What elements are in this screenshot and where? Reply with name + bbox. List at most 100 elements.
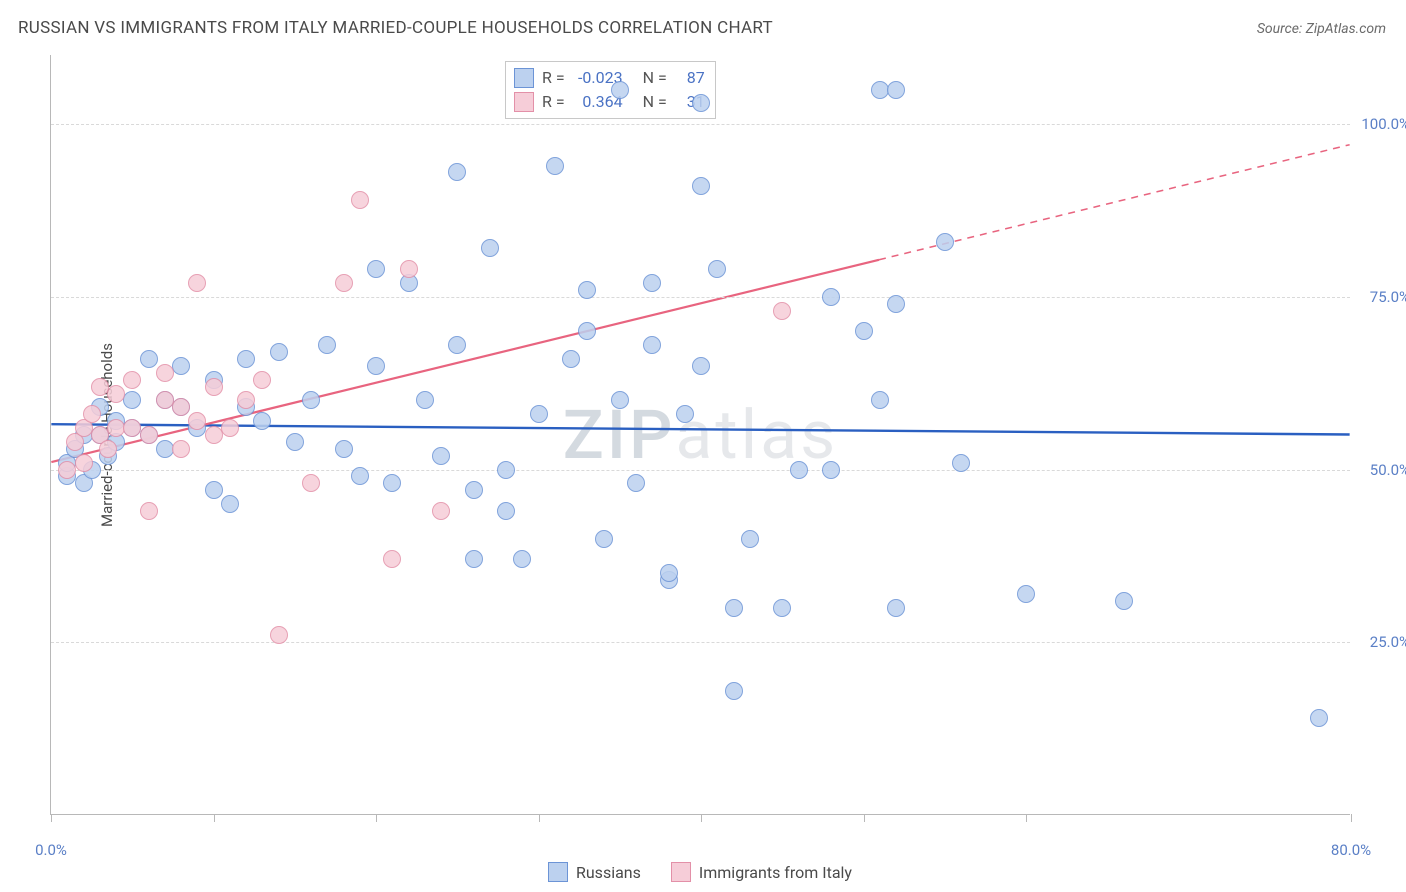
data-point-russians <box>465 550 483 568</box>
data-point-italy <box>432 502 450 520</box>
bottom-legend: Russians Immigrants from Italy <box>50 862 1350 882</box>
data-point-russians <box>887 81 905 99</box>
x-tick <box>539 814 540 822</box>
data-point-italy <box>172 398 190 416</box>
data-point-russians <box>660 564 678 582</box>
data-point-russians <box>725 682 743 700</box>
x-tick <box>214 814 215 822</box>
data-point-italy <box>107 385 125 403</box>
data-point-russians <box>741 530 759 548</box>
data-point-russians <box>692 177 710 195</box>
data-point-russians <box>367 357 385 375</box>
data-point-russians <box>692 94 710 112</box>
data-point-russians <box>432 447 450 465</box>
data-point-italy <box>221 419 239 437</box>
data-point-italy <box>400 260 418 278</box>
legend-item-italy: Immigrants from Italy <box>671 862 852 882</box>
data-point-italy <box>75 454 93 472</box>
x-tick <box>701 814 702 822</box>
n-label: N = <box>643 66 667 90</box>
data-point-italy <box>270 626 288 644</box>
legend-label-russians: Russians <box>576 863 641 882</box>
data-point-russians <box>578 322 596 340</box>
watermark-atlas: atlas <box>675 395 838 475</box>
y-tick-label: 50.0% <box>1355 461 1406 479</box>
data-point-russians <box>643 274 661 292</box>
r-label: R = <box>542 66 565 90</box>
gridline <box>51 124 1350 125</box>
x-tick <box>51 814 52 822</box>
x-tick-label: 0.0% <box>35 841 67 859</box>
data-point-italy <box>172 440 190 458</box>
y-tick-label: 25.0% <box>1355 633 1406 651</box>
data-point-russians <box>692 357 710 375</box>
data-point-russians <box>708 260 726 278</box>
x-tick <box>376 814 377 822</box>
data-point-russians <box>822 288 840 306</box>
data-point-russians <box>513 550 531 568</box>
stats-row-russians: R = -0.023 N = 87 <box>514 66 705 90</box>
data-point-russians <box>725 599 743 617</box>
plot-area: ZIPatlas R = -0.023 N = 87 R = 0.364 N =… <box>50 55 1350 815</box>
swatch-russians <box>514 68 534 88</box>
data-point-russians <box>351 467 369 485</box>
data-point-russians <box>822 461 840 479</box>
data-point-russians <box>595 530 613 548</box>
data-point-russians <box>172 357 190 375</box>
data-point-russians <box>611 81 629 99</box>
data-point-russians <box>871 391 889 409</box>
data-point-russians <box>270 343 288 361</box>
data-point-russians <box>790 461 808 479</box>
data-point-russians <box>497 502 515 520</box>
data-point-italy <box>123 371 141 389</box>
trend-lines-layer <box>51 55 1350 814</box>
data-point-italy <box>140 502 158 520</box>
data-point-russians <box>952 454 970 472</box>
data-point-russians <box>887 295 905 313</box>
gridline <box>51 470 1350 471</box>
data-point-russians <box>627 474 645 492</box>
data-point-russians <box>936 233 954 251</box>
y-tick-label: 75.0% <box>1355 288 1406 306</box>
data-point-russians <box>335 440 353 458</box>
y-tick-label: 100.0% <box>1355 115 1406 133</box>
data-point-russians <box>530 405 548 423</box>
data-point-russians <box>302 391 320 409</box>
data-point-italy <box>773 302 791 320</box>
data-point-russians <box>643 336 661 354</box>
data-point-italy <box>140 426 158 444</box>
data-point-russians <box>205 481 223 499</box>
x-tick <box>1026 814 1027 822</box>
x-tick <box>864 814 865 822</box>
data-point-russians <box>481 239 499 257</box>
chart-container: RUSSIAN VS IMMIGRANTS FROM ITALY MARRIED… <box>0 0 1406 892</box>
data-point-italy <box>237 391 255 409</box>
r-label-2: R = <box>542 90 565 114</box>
data-point-russians <box>253 412 271 430</box>
x-tick <box>1351 814 1352 822</box>
data-point-russians <box>221 495 239 513</box>
data-point-russians <box>237 350 255 368</box>
data-point-russians <box>123 391 141 409</box>
data-point-italy <box>205 378 223 396</box>
data-point-italy <box>383 550 401 568</box>
data-point-russians <box>887 599 905 617</box>
data-point-russians <box>562 350 580 368</box>
data-point-russians <box>416 391 434 409</box>
data-point-russians <box>383 474 401 492</box>
data-point-russians <box>318 336 336 354</box>
data-point-russians <box>773 599 791 617</box>
data-point-italy <box>302 474 320 492</box>
data-point-russians <box>578 281 596 299</box>
data-point-russians <box>855 322 873 340</box>
data-point-russians <box>286 433 304 451</box>
legend-swatch-russians <box>548 862 568 882</box>
data-point-russians <box>497 461 515 479</box>
data-point-russians <box>448 163 466 181</box>
header: RUSSIAN VS IMMIGRANTS FROM ITALY MARRIED… <box>18 18 1386 38</box>
data-point-italy <box>335 274 353 292</box>
legend-swatch-italy <box>671 862 691 882</box>
legend-label-italy: Immigrants from Italy <box>699 863 852 882</box>
data-point-italy <box>351 191 369 209</box>
data-point-russians <box>676 405 694 423</box>
